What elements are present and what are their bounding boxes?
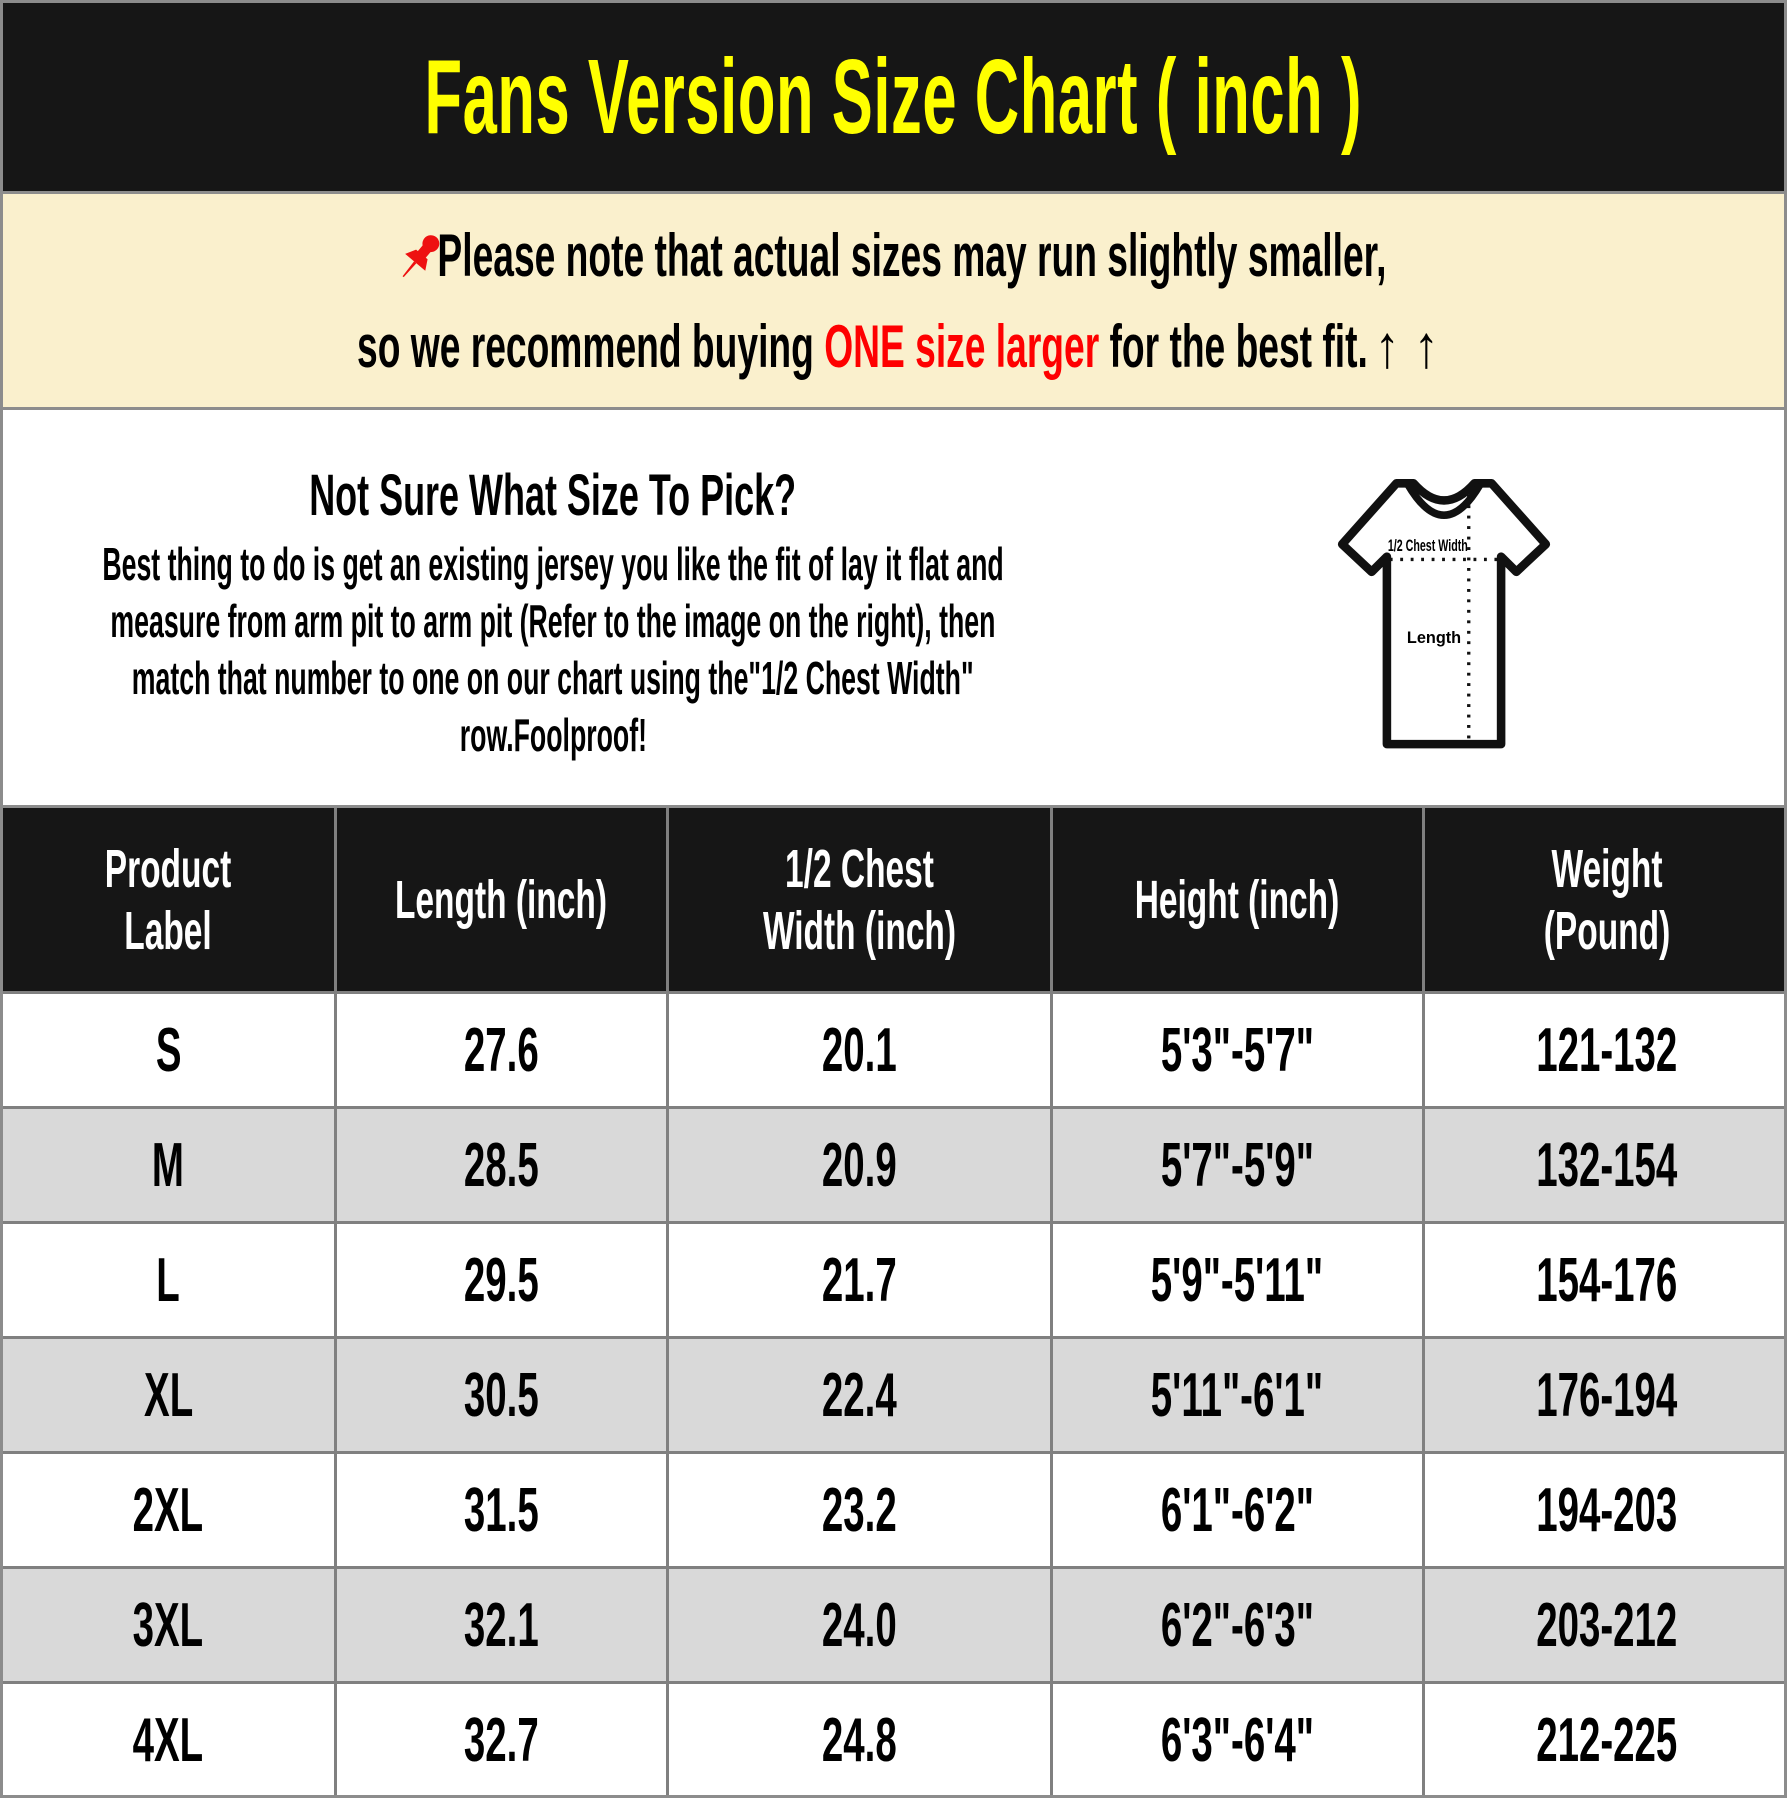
chest-width-label: 1/2 Chest Width: [1387, 536, 1467, 554]
table-row-3xl: 3XL 32.1 24.0 6'2"-6'3" 203-212: [3, 1566, 1784, 1684]
size-help-text: Not Sure What Size To Pick? Best thing t…: [3, 410, 1103, 805]
cell-size-label: 2XL: [3, 1451, 337, 1569]
size-help-heading: Not Sure What Size To Pick?: [309, 463, 797, 528]
cell-height: 6'3"-6'4": [1049, 1681, 1425, 1795]
pushpin-icon: [402, 234, 440, 277]
note-text-2-prefix: so we recommend buying: [356, 312, 814, 380]
tshirt-collar: [1404, 481, 1483, 519]
cell-length: 30.5: [333, 1336, 669, 1454]
table-row-s: S 27.6 20.1 5'3"-5'7" 121-132: [3, 991, 1784, 1109]
size-help-line: match that number to one on our chart us…: [132, 652, 974, 704]
cell-size-label: 3XL: [3, 1566, 337, 1684]
cell-length: 29.5: [333, 1221, 669, 1339]
cell-size-label: XL: [3, 1336, 337, 1454]
cell-length: 27.6: [333, 991, 669, 1109]
cell-chest: 20.9: [665, 1106, 1053, 1224]
cell-height: 5'7"-5'9": [1049, 1106, 1425, 1224]
cell-height: 5'3"-5'7": [1049, 991, 1425, 1109]
table-row-l: L 29.5 21.7 5'9"-5'11" 154-176: [3, 1221, 1784, 1339]
cell-weight: 154-176: [1421, 1221, 1784, 1339]
cell-weight: 194-203: [1421, 1451, 1784, 1569]
cell-weight: 176-194: [1421, 1336, 1784, 1454]
cell-length: 32.1: [333, 1566, 669, 1684]
tshirt-measure-diagram: 1/2 Chest Width Length: [1337, 478, 1550, 748]
cell-chest: 22.4: [665, 1336, 1053, 1454]
page-title: Fans Version Size Chart ( inch ): [424, 37, 1363, 156]
cell-weight: 212-225: [1421, 1681, 1784, 1795]
col-header-chest-width: 1/2 Chest Width (inch): [665, 808, 1053, 994]
cell-weight: 121-132: [1421, 991, 1784, 1109]
cell-height: 6'1"-6'2": [1049, 1451, 1425, 1569]
tshirt-outline: [1337, 478, 1550, 748]
note-line-1: Please note that actual sizes may run sl…: [98, 221, 1689, 290]
col-header-weight: Weight (Pound): [1421, 808, 1784, 994]
size-help-section: Not Sure What Size To Pick? Best thing t…: [3, 410, 1784, 808]
cell-weight: 132-154: [1421, 1106, 1784, 1224]
note-line-2: so we recommend buying ONE size larger f…: [28, 312, 1760, 381]
size-chart-table: Product Label Length (inch) 1/2 Chest Wi…: [3, 808, 1784, 1795]
cell-size-label: L: [3, 1221, 337, 1339]
note-text-2-suffix: for the best fit.: [1109, 312, 1368, 380]
cell-height: 5'11"-6'1": [1049, 1336, 1425, 1454]
cell-chest: 24.0: [665, 1566, 1053, 1684]
cell-size-label: S: [3, 991, 337, 1109]
table-row-xl: XL 30.5 22.4 5'11"-6'1" 176-194: [3, 1336, 1784, 1454]
col-header-length: Length (inch): [333, 808, 669, 994]
cell-weight: 203-212: [1421, 1566, 1784, 1684]
table-row-2xl: 2XL 31.5 23.2 6'1"-6'2" 194-203: [3, 1451, 1784, 1569]
col-header-height: Height (inch): [1049, 808, 1425, 994]
note-highlight: ONE size larger: [823, 312, 1099, 380]
cell-height: 5'9"-5'11": [1049, 1221, 1425, 1339]
page-header: Fans Version Size Chart ( inch ): [3, 3, 1784, 194]
cell-size-label: 4XL: [3, 1681, 337, 1795]
cell-length: 28.5: [333, 1106, 669, 1224]
cell-chest: 20.1: [665, 991, 1053, 1109]
tshirt-diagram-area: 1/2 Chest Width Length: [1103, 410, 1784, 805]
cell-chest: 21.7: [665, 1221, 1053, 1339]
table-row-m: M 28.5 20.9 5'7"-5'9" 132-154: [3, 1106, 1784, 1224]
size-help-line: Best thing to do is get an existing jers…: [102, 538, 1004, 590]
col-header-product-label: Product Label: [3, 808, 337, 994]
up-arrows-icon: ↑ ↑: [1374, 312, 1439, 380]
table-header-row: Product Label Length (inch) 1/2 Chest Wi…: [3, 808, 1784, 994]
note-banner: Please note that actual sizes may run sl…: [3, 194, 1784, 410]
cell-height: 6'2"-6'3": [1049, 1566, 1425, 1684]
cell-length: 32.7: [333, 1681, 669, 1795]
table-row-4xl: 4XL 32.7 24.8 6'3"-6'4" 212-225: [3, 1681, 1784, 1795]
cell-size-label: M: [3, 1106, 337, 1224]
cell-length: 31.5: [333, 1451, 669, 1569]
length-label: Length: [1406, 629, 1460, 647]
size-help-line: measure from arm pit to arm pit (Refer t…: [110, 595, 996, 647]
note-text-1: Please note that actual sizes may run sl…: [437, 221, 1387, 289]
cell-chest: 24.8: [665, 1681, 1053, 1795]
cell-chest: 23.2: [665, 1451, 1053, 1569]
size-help-line: row.Foolproof!: [459, 709, 647, 761]
